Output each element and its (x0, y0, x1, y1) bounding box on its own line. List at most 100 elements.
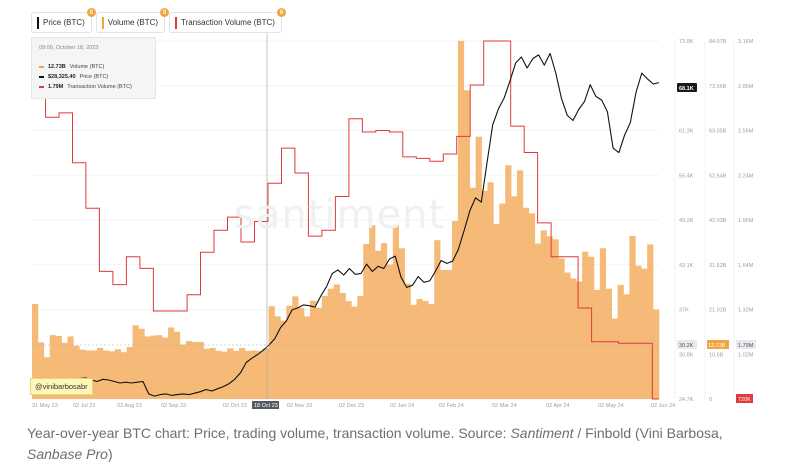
volume-bar (611, 318, 618, 399)
legend-volume[interactable]: Volume (BTC) 8 (95, 8, 170, 33)
caption-source[interactable]: Santiment (510, 425, 574, 441)
volume-axis-tick: 21.01B (709, 308, 727, 314)
volume-bar (256, 350, 263, 399)
price-axis-tick: 37K (679, 308, 689, 314)
volume-bar (528, 213, 536, 399)
volume-bar (197, 341, 204, 399)
caption-tool[interactable]: Sanbase Pro (27, 446, 108, 462)
volume-bar (156, 335, 163, 399)
volume-bar (380, 243, 388, 399)
volume-bar (126, 347, 133, 399)
legend-price-label: Price (BTC) (43, 18, 85, 27)
transaction-axis-tick: 1.64M (738, 263, 754, 269)
tooltip-price-label: Price (BTC) (79, 74, 109, 80)
volume-bar (493, 223, 500, 399)
caption: Year-over-year BTC chart: Price, trading… (27, 423, 767, 465)
volume-bar (641, 268, 648, 399)
volume-bar (605, 288, 612, 399)
volume-bar (576, 281, 583, 399)
volume-bar (635, 265, 642, 399)
legend-volume-swatch (101, 16, 104, 29)
volume-bar (410, 304, 417, 399)
volume-bar (505, 165, 512, 399)
x-axis-tick: 31 May 23 (32, 403, 58, 409)
volume-bar (416, 298, 423, 399)
crosshair-transaction-label: 1.79M (738, 343, 754, 349)
caption-text-middle: / Finbold (Vini Barbosa, (573, 425, 723, 441)
x-axis-tick: 02 Nov 23 (287, 403, 312, 409)
volume-bar (61, 342, 68, 399)
legend-transaction-volume[interactable]: Transaction Volume (BTC) 8 (169, 8, 286, 33)
x-axis-tick: 02 Oct 23 (223, 403, 247, 409)
crosshair-volume-label: 12.73B (708, 343, 726, 349)
price-axis-tick: 43.1K (679, 263, 694, 269)
volume-bar (511, 196, 518, 399)
volume-bar (108, 351, 116, 399)
volume-bar (233, 350, 240, 399)
x-axis-tick: 02 Jul 23 (73, 403, 95, 409)
volume-bar (398, 248, 405, 399)
volume-bar (79, 349, 86, 399)
legend-transaction-swatch (175, 16, 178, 29)
volume-bar (517, 170, 524, 399)
volume-bar (339, 292, 346, 399)
volume-axis-tick: 42.03B (709, 218, 727, 224)
tooltip-transaction-marker (39, 86, 44, 88)
x-axis-highlight-badge (252, 401, 279, 409)
price-axis-tick: 30.8K (679, 352, 694, 358)
volume-bar (85, 350, 92, 399)
volume-bar (499, 203, 506, 399)
volume-bar (292, 296, 299, 399)
price-axis-tick: 61.3K (679, 129, 694, 135)
volume-bar (138, 328, 145, 399)
volume-bar (250, 350, 258, 399)
volume-bar (647, 244, 654, 399)
tooltip-row-volume: 12.73B Volume (BTC) (39, 64, 104, 70)
crosshair-volume-badge (707, 340, 729, 349)
volume-bar (97, 347, 104, 399)
legend-transaction-badge: 8 (276, 8, 286, 17)
volume-bar (102, 350, 110, 399)
chart-card: 73.8K67.6K61.3K55.4K49.2K43.1K37K30.8K24… (27, 5, 770, 411)
volume-axis-tick: 52.54B (709, 173, 727, 179)
x-axis-highlight-label: 18 Oct 23 (254, 403, 278, 409)
volume-bar (310, 300, 317, 399)
volume-bar (386, 264, 394, 399)
volume-bar (369, 225, 376, 399)
volume-bar (298, 307, 305, 399)
volume-bar (286, 305, 293, 399)
volume-bar (540, 230, 547, 399)
tooltip-date: 09:00, October 18, 2023 (39, 45, 99, 51)
volume-bar (67, 336, 74, 399)
volume-bar (653, 309, 660, 399)
volume-bar (629, 235, 636, 399)
transaction-axis-tick: 2.24M (738, 173, 754, 179)
volume-bar (268, 306, 275, 399)
tooltip-row-price: $28,325.40 Price (BTC) (39, 74, 108, 80)
legend-price-badge: 8 (86, 8, 96, 17)
tooltip-transaction-value: 1.79M (48, 84, 64, 90)
volume-bar (185, 341, 193, 399)
legend-price[interactable]: Price (BTC) 8 (31, 8, 96, 33)
tooltip: 09:00, October 18, 2023 12.73B Volume (B… (31, 37, 156, 99)
tooltip-volume-marker (39, 66, 44, 68)
volume-bar (179, 344, 187, 399)
volume-bar (120, 352, 127, 399)
volume-bar (558, 258, 565, 399)
tooltip-price-value: $28,325.40 (48, 74, 76, 80)
legend: Price (BTC) 8 Volume (BTC) 8 Transaction… (31, 8, 286, 33)
volume-bar (55, 335, 62, 399)
x-axis-tick: 03 Aug 23 (117, 403, 142, 409)
current-price-label: 68.1K (679, 86, 694, 92)
volume-bar (49, 335, 56, 399)
volume-bar (37, 342, 45, 399)
price-axis-tick: 49.2K (679, 218, 694, 224)
legend-volume-badge: 8 (160, 8, 170, 17)
transaction-bottom-badge (736, 394, 753, 403)
x-axis-tick: 02 Sep 23 (161, 403, 186, 409)
current-price-badge (677, 83, 697, 92)
volume-bar (599, 248, 607, 399)
chart-svg: 73.8K67.6K61.3K55.4K49.2K43.1K37K30.8K24… (32, 15, 756, 409)
x-axis-tick: 02 Jan 24 (390, 403, 414, 409)
volume-bar (363, 243, 370, 399)
